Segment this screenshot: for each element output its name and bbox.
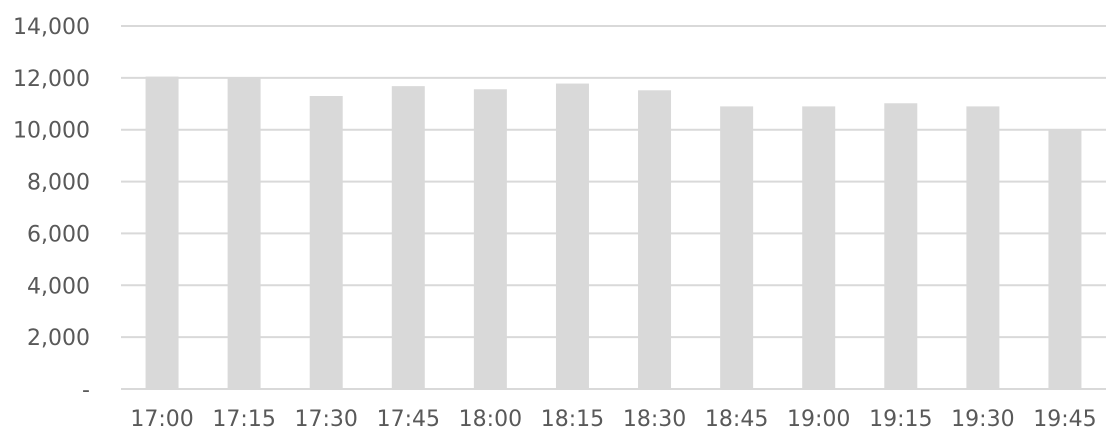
x-tick-label: 18:00 (459, 407, 522, 429)
bar-1830 (638, 90, 672, 389)
y-tick-label: 6,000 (27, 222, 90, 247)
bar-1700 (145, 76, 179, 389)
x-tick-label: 17:45 (377, 407, 440, 429)
bar-1730 (309, 96, 343, 389)
x-tick-label: 19:00 (787, 407, 850, 429)
x-tick-label: 19:30 (951, 407, 1014, 429)
x-tick-label: 18:15 (541, 407, 604, 429)
bar-1815 (555, 83, 589, 389)
x-tick-label: 19:15 (869, 407, 932, 429)
bar-1945 (1048, 129, 1082, 389)
bar-1845 (720, 106, 754, 389)
y-tick-label: 2,000 (27, 326, 90, 351)
x-tick-label: 18:30 (623, 407, 686, 429)
y-tick-label: 14,000 (13, 15, 90, 40)
x-tick-label: 17:15 (212, 407, 275, 429)
bar-1915 (884, 103, 918, 389)
bar-1900 (802, 106, 836, 389)
y-tick-label: 12,000 (13, 67, 90, 92)
y-tick-label: 10,000 (13, 119, 90, 144)
bar-1800 (473, 89, 507, 389)
x-tick-label: 18:45 (705, 407, 768, 429)
x-tick-label: 19:45 (1033, 407, 1096, 429)
bar-1745 (391, 86, 425, 389)
y-tick-label: 8,000 (27, 171, 90, 196)
x-tick-label: 17:30 (295, 407, 358, 429)
bar-1930 (966, 106, 1000, 389)
y-tick-label: - (82, 378, 90, 403)
y-tick-label: 4,000 (27, 274, 90, 299)
bar-1715 (227, 77, 261, 389)
x-tick-label: 17:00 (130, 407, 193, 429)
